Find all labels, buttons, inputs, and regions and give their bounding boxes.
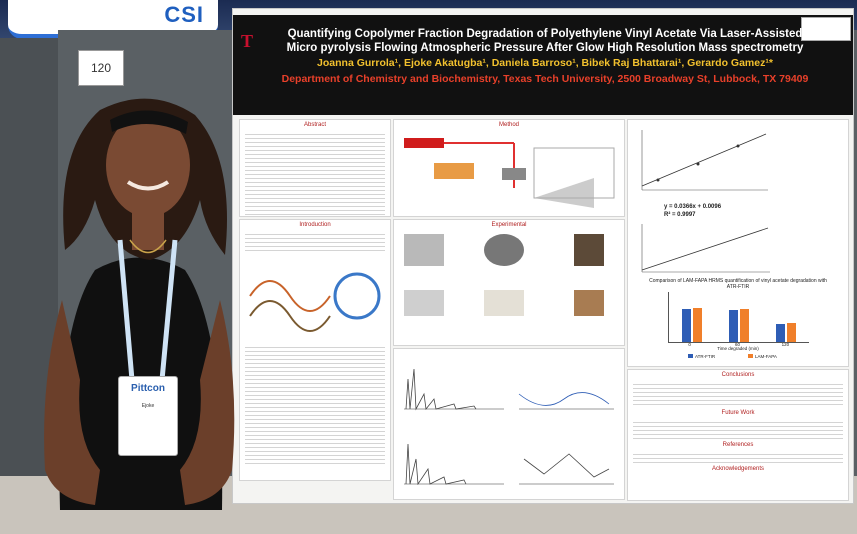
va-fit-equation: y = 0.0366x + 0.0096: [664, 204, 722, 210]
comparison-bar-chart: [668, 292, 809, 343]
experimental-heading: Experimental: [491, 222, 527, 228]
legend-entry-lam-fapa: LAM-FAPA: [748, 354, 777, 359]
category-label-60: 60: [735, 342, 741, 347]
board-number-card: 120: [78, 50, 124, 86]
sample-photo-4: [404, 290, 444, 316]
bar-lam-fapa-0: [693, 308, 703, 342]
banner-text: CSI: [164, 2, 204, 27]
sample-photo-3: [574, 234, 604, 266]
poster-header: T Quantifying Copolymer Fraction Degrada…: [233, 15, 853, 115]
comparison-chart-title: Comparison of LAM-FAPA HRMS quantificati…: [649, 278, 827, 290]
method-section: Method: [393, 119, 625, 217]
poster-title-line1: Quantifying Copolymer Fraction Degradati…: [287, 28, 803, 40]
legend-entry-atr-ftir: ATR-FTIR: [688, 354, 715, 359]
badge-brand: Pittcon: [131, 383, 165, 394]
acknowledgements-heading: Acknowledgements: [711, 466, 765, 472]
mass-spectra-plots: [404, 368, 614, 486]
bar-atr-ftir-120: [775, 324, 785, 342]
poster-authors: Joanna Gurrola¹, Ejoke Akatugba¹, Daniel…: [317, 57, 773, 69]
polymer-structure-diagram: [249, 272, 381, 332]
sample-photo-1: [404, 234, 444, 266]
category-label-0: 0: [688, 342, 691, 347]
poster-title-line2: Micro pyrolysis Flowing Atmospheric Pres…: [286, 42, 804, 54]
gamez-lab-logo-icon: [801, 17, 851, 41]
va-calibration-plot-1: [641, 130, 768, 191]
quantification-section: y = 0.0366x + 0.0096 R² = 0.9997 Compari…: [627, 119, 849, 367]
va-calibration-plot-2: [641, 224, 770, 273]
comparison-chart-legend: ATR-FTIR LAM-FAPA: [668, 354, 808, 362]
abstract-text: [245, 131, 385, 215]
comparison-chart-categories: 0 60 120: [668, 342, 808, 348]
bar-lam-fapa-120: [786, 323, 796, 342]
category-label-120: 120: [781, 342, 790, 347]
poster-title: Quantifying Copolymer Fraction Degradati…: [255, 27, 835, 55]
conclusions-heading: Conclusions: [721, 372, 755, 378]
introduction-heading: Introduction: [299, 222, 331, 228]
future-work-heading: Future Work: [721, 410, 755, 416]
texas-tech-logo-icon: T: [241, 31, 254, 51]
badge-name: Ejoke: [141, 403, 155, 409]
introduction-section: Introduction: [239, 219, 391, 481]
results-section: [393, 348, 625, 500]
sample-photo-6: [574, 290, 604, 316]
conclusions-text: [633, 381, 843, 407]
references-heading: References: [722, 442, 754, 448]
bar-atr-ftir-0: [682, 309, 692, 342]
method-heading: Method: [498, 122, 519, 128]
abstract-heading: Abstract: [303, 122, 326, 128]
lam-fapa-setup-diagram: [404, 138, 615, 208]
future-work-text: [633, 419, 843, 439]
comparison-chart-xlabel: Time degraded (min): [717, 346, 759, 351]
research-poster: T Quantifying Copolymer Fraction Degrada…: [232, 8, 854, 504]
introduction-text-2: [245, 344, 385, 464]
bar-atr-ftir-60: [729, 310, 738, 342]
references-text: [633, 451, 843, 463]
name-badge: Pittcon Ejoke: [118, 376, 178, 456]
va-fit-r2: R² = 0.9997: [664, 212, 696, 218]
bar-lam-fapa-60: [740, 309, 749, 342]
abstract-section: Abstract: [239, 119, 391, 217]
introduction-text: [245, 231, 385, 253]
poster-department: Department of Chemistry and Biochemistry…: [281, 73, 809, 85]
sample-photo-5: [484, 290, 524, 316]
experimental-section: Experimental: [393, 219, 625, 346]
conclusions-section: Conclusions Future Work References Ackno…: [627, 369, 849, 501]
sample-photo-2: [484, 234, 524, 266]
